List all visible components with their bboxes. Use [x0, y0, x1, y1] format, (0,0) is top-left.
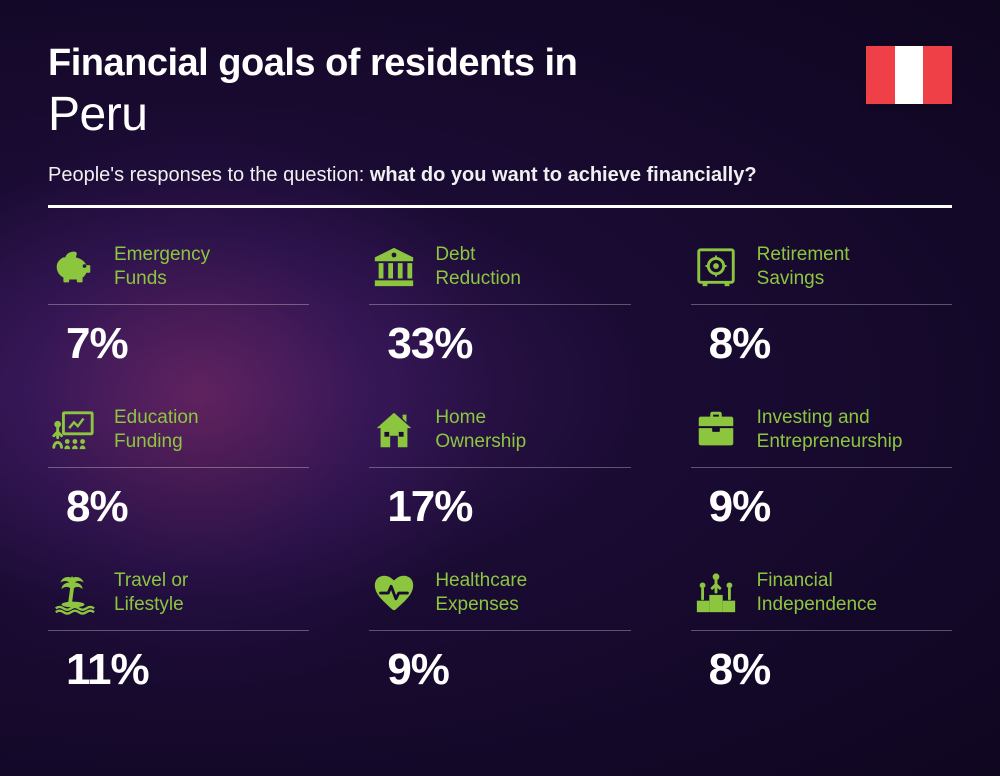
bank-icon [369, 242, 419, 292]
piggy-bank-icon [48, 242, 98, 292]
island-icon [48, 568, 98, 618]
card-label: Emergency Funds [114, 243, 210, 291]
card-divider [691, 467, 952, 468]
card-label: Travel or Lifestyle [114, 569, 188, 617]
card-label: Healthcare Expenses [435, 569, 527, 617]
subtitle-prefix: People's responses to the question: [48, 164, 370, 186]
card-value: 17% [369, 482, 630, 532]
card-label-line1: Home [435, 407, 486, 428]
card-label-line2: Lifestyle [114, 594, 184, 615]
card-label: Financial Independence [757, 569, 877, 617]
card-header: Debt Reduction [369, 240, 630, 294]
card-label-line1: Healthcare [435, 570, 527, 591]
subtitle-question: what do you want to achieve financially? [370, 164, 757, 186]
card-label-line2: Ownership [435, 431, 526, 452]
card-value: 8% [48, 482, 309, 532]
stat-card: Emergency Funds 7% [48, 240, 309, 369]
card-header: Investing and Entrepreneurship [691, 403, 952, 457]
card-label: Retirement Savings [757, 243, 850, 291]
card-header: Retirement Savings [691, 240, 952, 294]
title-line-2: Peru [48, 87, 952, 142]
card-divider [48, 467, 309, 468]
subtitle: People's responses to the question: what… [48, 164, 952, 187]
stat-card: Education Funding 8% [48, 403, 309, 532]
stats-grid: Emergency Funds 7% Debt Reduction 33% Retireme… [48, 240, 952, 695]
card-divider [369, 304, 630, 305]
stat-card: Retirement Savings 8% [691, 240, 952, 369]
stat-card: Travel or Lifestyle 11% [48, 566, 309, 695]
house-icon [369, 405, 419, 455]
header-divider [48, 205, 952, 208]
card-label-line2: Independence [757, 594, 877, 615]
card-label-line2: Expenses [435, 594, 518, 615]
safe-icon [691, 242, 741, 292]
card-label-line1: Financial [757, 570, 833, 591]
presentation-icon [48, 405, 98, 455]
briefcase-icon [691, 405, 741, 455]
card-label: Home Ownership [435, 406, 526, 454]
stat-card: Financial Independence 8% [691, 566, 952, 695]
card-divider [48, 304, 309, 305]
card-label-line1: Investing and [757, 407, 870, 428]
card-value: 11% [48, 645, 309, 695]
card-value: 33% [369, 319, 630, 369]
title-line-1: Financial goals of residents in [48, 42, 952, 85]
card-label-line2: Funding [114, 431, 183, 452]
card-label-line2: Entrepreneurship [757, 431, 903, 452]
country-flag [866, 46, 952, 104]
card-label-line2: Funds [114, 268, 167, 289]
card-header: Travel or Lifestyle [48, 566, 309, 620]
card-divider [48, 630, 309, 631]
card-value: 8% [691, 645, 952, 695]
card-label-line2: Savings [757, 268, 825, 289]
flag-stripe-right [923, 46, 952, 104]
stat-card: Investing and Entrepreneurship 9% [691, 403, 952, 532]
card-label-line1: Education [114, 407, 199, 428]
podium-icon [691, 568, 741, 618]
stat-card: Debt Reduction 33% [369, 240, 630, 369]
card-label: Debt Reduction [435, 243, 521, 291]
card-header: Education Funding [48, 403, 309, 457]
infographic-container: Financial goals of residents in Peru Peo… [0, 0, 1000, 737]
flag-stripe-left [866, 46, 895, 104]
card-header: Financial Independence [691, 566, 952, 620]
card-label-line1: Retirement [757, 244, 850, 265]
heart-pulse-icon [369, 568, 419, 618]
card-value: 7% [48, 319, 309, 369]
stat-card: Home Ownership 17% [369, 403, 630, 532]
card-header: Healthcare Expenses [369, 566, 630, 620]
card-value: 9% [691, 482, 952, 532]
card-label-line1: Debt [435, 244, 475, 265]
card-label-line1: Travel or [114, 570, 188, 591]
card-label: Education Funding [114, 406, 199, 454]
card-header: Home Ownership [369, 403, 630, 457]
card-header: Emergency Funds [48, 240, 309, 294]
card-divider [691, 630, 952, 631]
card-label-line2: Reduction [435, 268, 521, 289]
flag-stripe-center [895, 46, 924, 104]
card-label: Investing and Entrepreneurship [757, 406, 903, 454]
card-label-line1: Emergency [114, 244, 210, 265]
card-divider [369, 630, 630, 631]
card-divider [369, 467, 630, 468]
stat-card: Healthcare Expenses 9% [369, 566, 630, 695]
card-value: 8% [691, 319, 952, 369]
card-divider [691, 304, 952, 305]
card-value: 9% [369, 645, 630, 695]
